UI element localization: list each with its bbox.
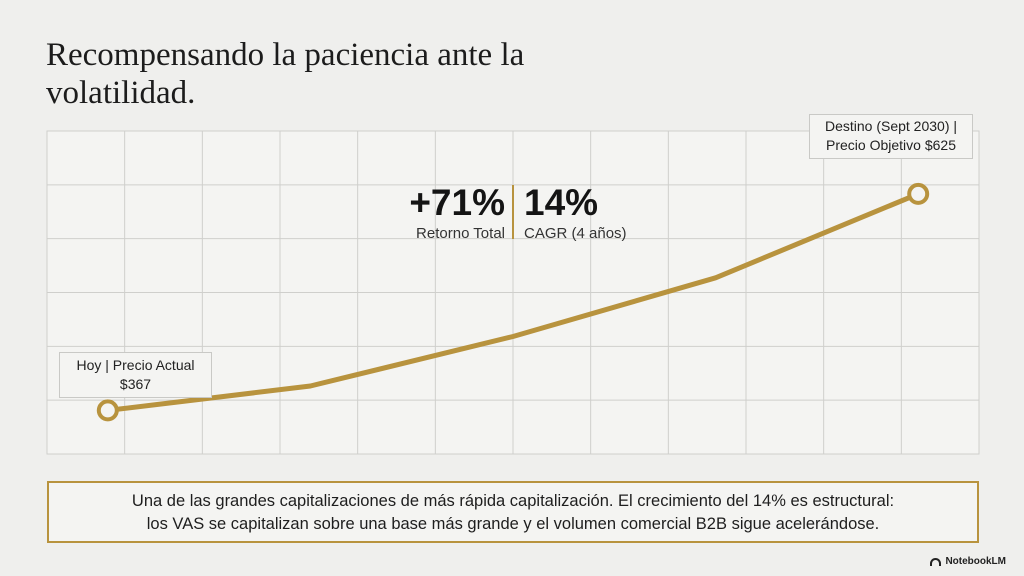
kpi-total-return-value: +71%	[409, 182, 505, 223]
annotation-start-line1: Hoy | Precio Actual	[76, 357, 195, 373]
annotation-start: Hoy | Precio Actual $367	[59, 352, 212, 398]
kpi-panel: +71% Retorno Total 14% CAGR (4 años)	[390, 181, 650, 261]
kpi-total-return-label: Retorno Total	[416, 225, 505, 242]
brand-label: NotebookLM	[945, 556, 1006, 567]
brand-mark: NotebookLM	[930, 556, 1006, 567]
summary-note-line2: los VAS se capitalizan sobre una base má…	[146, 515, 880, 533]
data-point-end	[907, 182, 930, 205]
annotation-end-line1: Destino (Sept 2030) |	[824, 118, 958, 134]
series-line	[105, 191, 921, 413]
annotation-end-line2: Precio Objetivo $625	[826, 137, 956, 153]
chart-title: Recompensando la paciencia ante la volat…	[46, 37, 525, 111]
series-layer	[96, 182, 930, 422]
kpi-total-return: +71% Retorno Total	[409, 181, 505, 243]
annotation-start-line2: $367	[119, 376, 152, 392]
notebooklm-icon	[930, 557, 942, 566]
kpi-cagr-label: CAGR (4 años)	[524, 225, 627, 242]
summary-note: Una de las grandes capitalizaciones de m…	[47, 481, 979, 543]
data-point-start	[96, 399, 119, 422]
kpi-cagr-value: 14%	[524, 182, 599, 223]
kpi-cagr: 14% CAGR (4 años)	[524, 181, 627, 243]
annotation-end: Destino (Sept 2030) | Precio Objetivo $6…	[809, 114, 973, 159]
kpi-divider	[512, 185, 514, 239]
summary-note-line1: Una de las grandes capitalizaciones de m…	[131, 492, 895, 510]
